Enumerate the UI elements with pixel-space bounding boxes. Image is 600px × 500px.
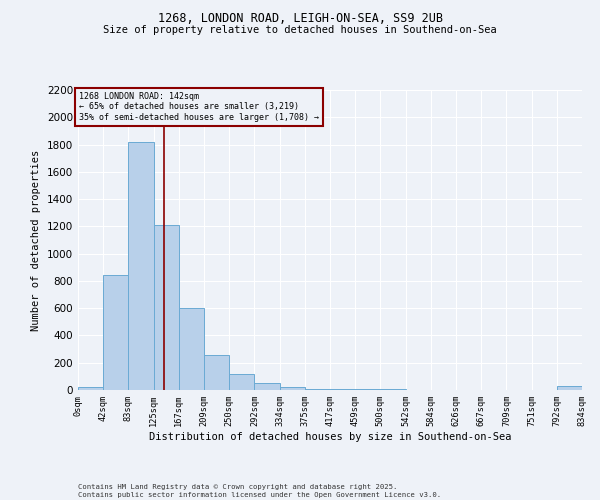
Bar: [154, 225, 179, 390]
Bar: [254, 383, 280, 390]
Text: 1268, LONDON ROAD, LEIGH-ON-SEA, SS9 2UB: 1268, LONDON ROAD, LEIGH-ON-SEA, SS9 2UB: [157, 12, 443, 26]
Bar: [330, 389, 355, 390]
Text: Size of property relative to detached houses in Southend-on-Sea: Size of property relative to detached ho…: [103, 25, 497, 35]
X-axis label: Distribution of detached houses by size in Southend-on-Sea: Distribution of detached houses by size …: [149, 432, 511, 442]
Bar: [78, 388, 103, 390]
Bar: [229, 374, 254, 390]
Y-axis label: Number of detached properties: Number of detached properties: [31, 150, 41, 330]
Bar: [557, 386, 582, 390]
Bar: [205, 354, 229, 390]
Bar: [103, 276, 128, 390]
Bar: [280, 388, 305, 390]
Text: 1268 LONDON ROAD: 142sqm
← 65% of detached houses are smaller (3,219)
35% of sem: 1268 LONDON ROAD: 142sqm ← 65% of detach…: [79, 92, 319, 122]
Text: Contains HM Land Registry data © Crown copyright and database right 2025.
Contai: Contains HM Land Registry data © Crown c…: [78, 484, 441, 498]
Bar: [179, 308, 205, 390]
Bar: [128, 142, 154, 390]
Bar: [305, 388, 330, 390]
